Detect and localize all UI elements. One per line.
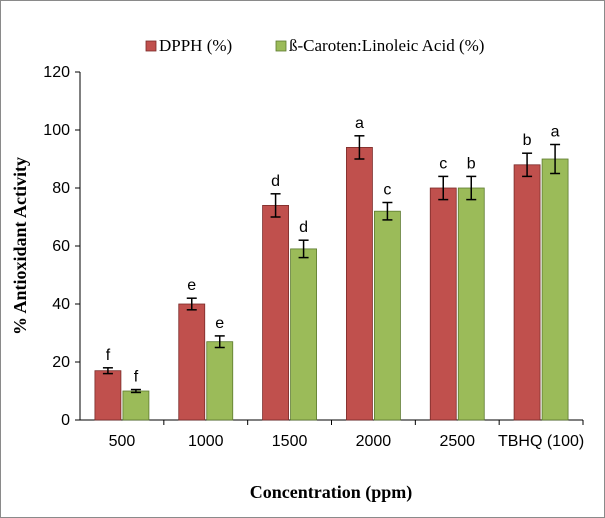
bar xyxy=(374,210,401,421)
bar xyxy=(122,390,150,421)
significance-letter: b xyxy=(467,155,476,172)
y-tick-label: 40 xyxy=(52,296,70,313)
significance-letter: a xyxy=(355,115,364,132)
bar xyxy=(457,187,485,421)
x-tick-label: 1500 xyxy=(272,433,308,450)
x-axis-ticks: 500 1000 1500 2000 2500 TBHQ (100) xyxy=(109,420,584,450)
legend-label-dpph: DPPH (%) xyxy=(159,36,232,55)
legend-swatch-beta-carotene xyxy=(275,40,287,52)
y-axis-ticks: 0 20 40 60 80 100 120 xyxy=(43,64,80,429)
x-axis-title: Concentration (ppm) xyxy=(250,482,413,503)
legend-label-beta-carotene: ß-Caroten:Linoleic Acid (%) xyxy=(289,36,484,55)
x-tick-label: TBHQ (100) xyxy=(498,433,584,450)
bar xyxy=(94,370,122,421)
y-tick-label: 0 xyxy=(61,412,70,429)
x-tick-label: 2500 xyxy=(439,433,475,450)
bar xyxy=(429,187,457,421)
bar xyxy=(346,146,373,421)
significance-letter: f xyxy=(106,347,111,364)
significance-letter: e xyxy=(187,277,196,294)
x-tick-label: 2000 xyxy=(356,433,392,450)
bar xyxy=(262,204,289,421)
legend-swatch-dpph xyxy=(145,40,157,52)
significance-letter: c xyxy=(383,182,391,199)
bar xyxy=(541,158,569,421)
bar xyxy=(513,164,541,421)
bar xyxy=(206,341,234,421)
significance-letter: e xyxy=(215,315,224,332)
y-tick-label: 100 xyxy=(43,122,70,139)
y-tick-label: 80 xyxy=(52,180,70,197)
y-axis-title: % Antioxidant Activity xyxy=(10,157,30,335)
x-tick-label: 1000 xyxy=(188,433,224,450)
bar xyxy=(178,303,206,421)
significance-letter: d xyxy=(299,219,308,236)
y-tick-label: 120 xyxy=(43,64,70,81)
significance-letter: c xyxy=(439,155,447,172)
significance-letter: a xyxy=(551,124,560,141)
y-tick-label: 20 xyxy=(52,354,70,371)
significance-letter: d xyxy=(271,173,280,190)
significance-letter: f xyxy=(134,369,139,386)
legend: DPPH (%) ß-Caroten:Linoleic Acid (%) xyxy=(145,36,484,55)
y-tick-label: 60 xyxy=(52,238,70,255)
x-tick-label: 500 xyxy=(109,433,136,450)
significance-letter: b xyxy=(523,132,532,149)
bar-series: f f e e d d a c c b b a xyxy=(94,115,569,421)
bar xyxy=(290,248,317,421)
